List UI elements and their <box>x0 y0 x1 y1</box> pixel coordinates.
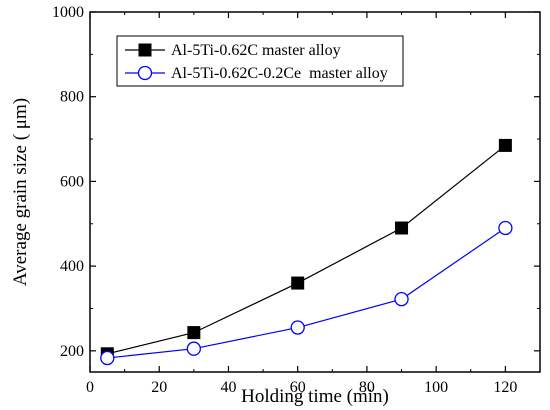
x-tick-label: 40 <box>220 379 236 396</box>
y-tick-label: 600 <box>60 173 84 190</box>
data-point-series-2 <box>186 341 201 356</box>
plot-area <box>100 138 513 366</box>
legend-entry-series-1: Al-5Ti-0.62C master alloy <box>125 42 341 59</box>
legend-marker <box>138 43 152 57</box>
y-tick-label: 400 <box>60 258 84 275</box>
data-point-series-2 <box>100 350 115 366</box>
x-tick-label: 120 <box>493 379 517 396</box>
data-point-series-2 <box>290 320 305 335</box>
legend-entry-series-2: Al-5Ti-0.62C-0.2Ce master alloy <box>125 65 388 82</box>
legend-label-series-1: Al-5Ti-0.62C master alloy <box>171 42 341 59</box>
x-axis-title: Holding time (min) <box>241 386 389 407</box>
data-point-series-1 <box>498 138 512 152</box>
axes: 0 20 40 60 80 100 120 200 400 600 800 1000 <box>52 4 541 396</box>
series-line-2 <box>107 227 506 359</box>
series-2 <box>100 220 513 366</box>
legend-marker <box>137 65 153 81</box>
x-tick-label: 60 <box>290 379 306 396</box>
y-tick-label: 200 <box>60 343 84 360</box>
legend-label-series-2: Al-5Ti-0.62C-0.2Ce master alloy <box>171 65 388 82</box>
data-point-series-1 <box>187 326 201 340</box>
legend-box <box>116 35 404 87</box>
data-point-series-2 <box>498 220 513 236</box>
series-1 <box>100 138 512 361</box>
series-line-1 <box>107 144 506 355</box>
data-point-series-1 <box>291 276 305 290</box>
x-tick-label: 80 <box>359 379 375 396</box>
legend: Al-5Ti-0.62C master alloy Al-5Ti-0.62C-0… <box>116 35 404 87</box>
y-tick-label: 1000 <box>52 4 84 21</box>
y-axis-title: Average grain size ( μm) <box>10 98 31 286</box>
plot-frame <box>89 11 541 373</box>
legend-marker-series-2 <box>137 65 153 81</box>
x-tick-label: 100 <box>424 379 448 396</box>
data-point-series-1 <box>395 221 409 235</box>
legend-marker-series-1 <box>138 43 152 57</box>
data-point-series-2 <box>394 292 409 307</box>
x-tick-label: 20 <box>151 379 167 396</box>
y-tick-label: 800 <box>60 89 84 106</box>
x-tick-label: 0 <box>86 379 94 396</box>
